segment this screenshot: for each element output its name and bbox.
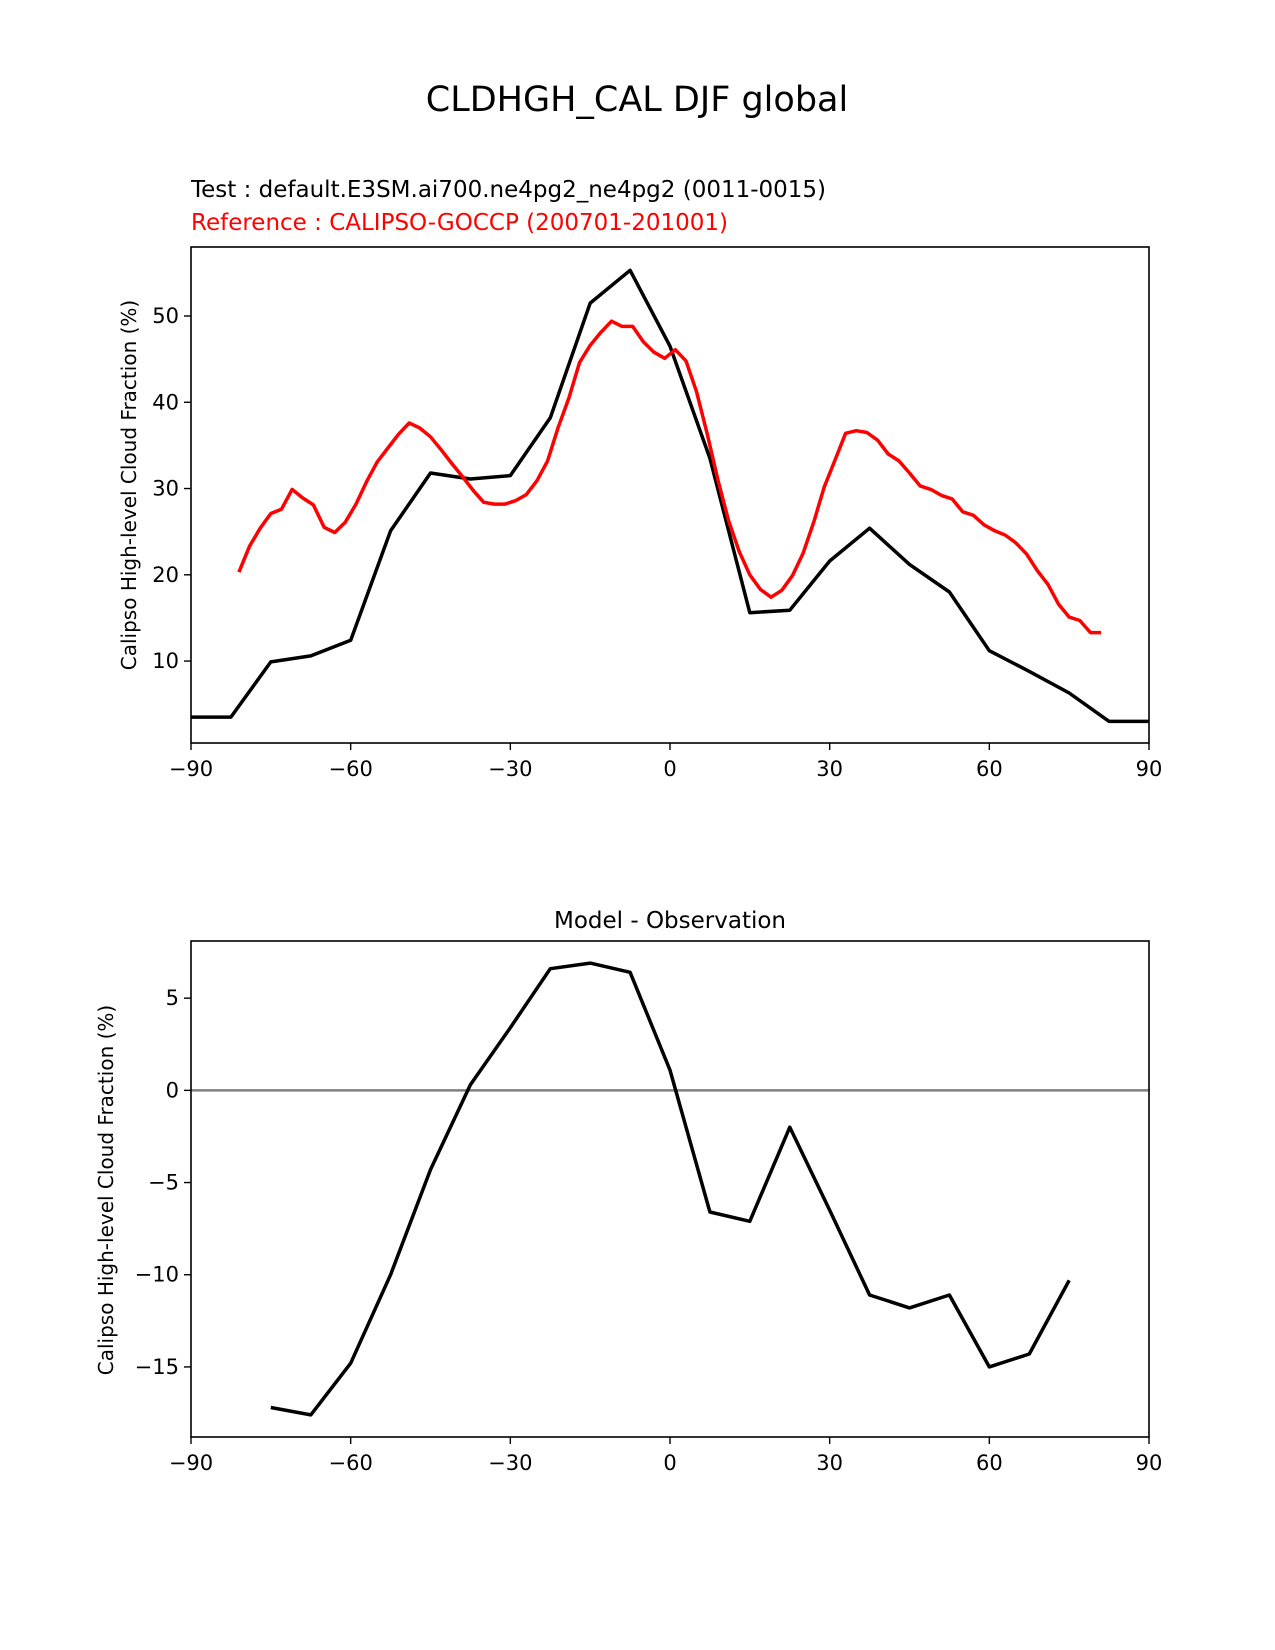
top-axes: −90 −60 −30 0 30 60 90 10 20 30 40 50 [152,246,1163,781]
reference-label: Reference : CALIPSO-GOCCP (200701-201001… [191,210,728,236]
x-tick-label: 0 [663,1451,676,1475]
x-tick-label: −30 [488,757,532,781]
y-tick-label: 0 [166,1078,179,1102]
x-tick-label: −30 [488,1451,532,1475]
x-tick-label: 0 [663,757,676,781]
x-tick-label: 60 [976,757,1003,781]
x-tick-label: −90 [169,1451,213,1475]
x-tick-label: 90 [1136,757,1163,781]
bottom-ylabel: Calipso High-level Cloud Fraction (%) [94,1005,118,1375]
y-tick-label: 50 [152,304,179,328]
series-line-difference [270,961,1071,1417]
y-tick-label: 30 [152,477,179,501]
bottom-panel: Model - Observation −90 −60 −30 0 30 60 90−15−… [94,908,1162,1475]
figure-suptitle: CLDHGH_CAL DJF global [426,80,848,120]
series-line-reference [237,319,1102,635]
y-tick-label: −5 [148,1171,179,1195]
x-tick-label: 60 [976,1451,1003,1475]
x-tick-label: 30 [816,1451,843,1475]
y-tick-label: 10 [152,649,179,673]
x-tick-label: −60 [329,1451,373,1475]
x-tick-label: −60 [329,757,373,781]
bottom-axes: −90 −60 −30 0 30 60 90 −15 −10 −5 0 5 [135,940,1163,1475]
y-tick-label: −15 [135,1355,179,1379]
top-panel: Test : default.E3SM.ai700.ne4pg2_ne4pg2 … [117,177,1162,781]
series-line-test [191,268,1149,724]
y-tick-label: −10 [135,1263,179,1287]
top-ylabel: Calipso High-level Cloud Fraction (%) [117,300,141,670]
y-tick-label: 5 [166,986,179,1010]
x-tick-label: −90 [169,757,213,781]
x-tick-label: 90 [1136,1451,1163,1475]
y-tick-label: 40 [152,390,179,414]
bottom-title: Model - Observation [554,908,786,934]
y-tick-label: 20 [152,563,179,587]
test-label: Test : default.E3SM.ai700.ne4pg2_ne4pg2 … [190,177,826,203]
x-tick-label: 30 [816,757,843,781]
